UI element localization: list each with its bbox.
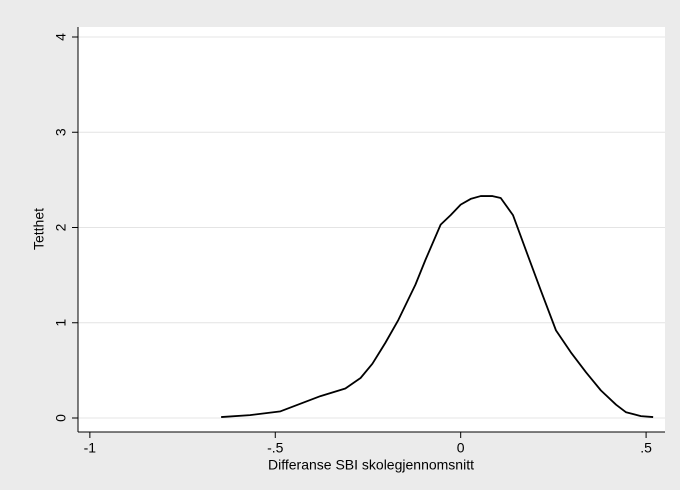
- y-tick-label: 3: [53, 128, 69, 136]
- x-tick-label: .5: [640, 440, 652, 456]
- x-tick-label: -1: [84, 440, 97, 456]
- y-tick-label: 2: [53, 223, 69, 231]
- y-tick-label: 1: [53, 319, 69, 327]
- plot-region: [78, 27, 665, 432]
- x-tick-label: 0: [457, 440, 465, 456]
- y-tick-label: 4: [53, 33, 69, 41]
- x-tick-label: -.5: [267, 440, 284, 456]
- density-line: [221, 195, 654, 418]
- x-axis-title: Differanse SBI skolegjennomsnitt: [268, 457, 474, 473]
- y-tick-label: 0: [53, 414, 69, 422]
- y-axis-title: Tetthet: [31, 208, 47, 250]
